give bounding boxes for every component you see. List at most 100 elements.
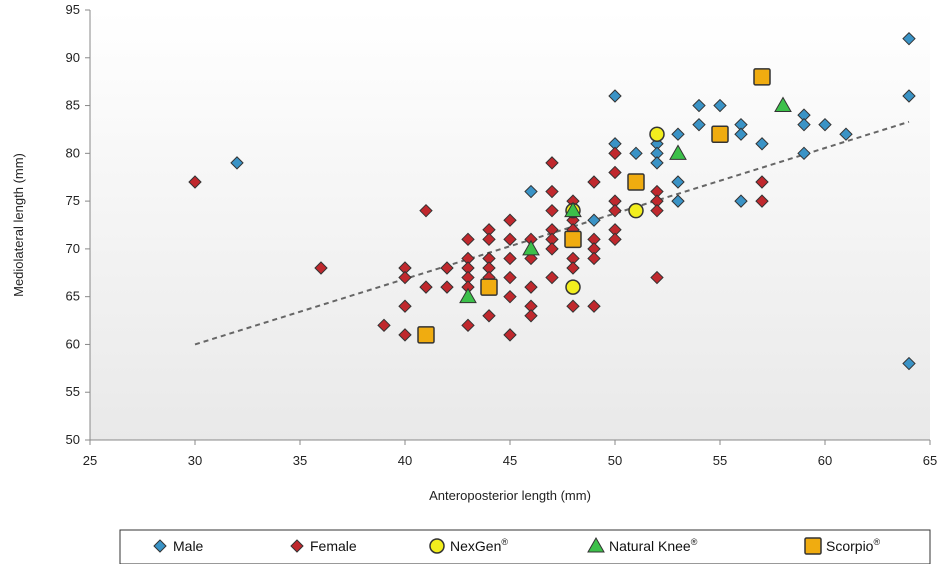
- y-tick-label: 55: [66, 384, 80, 399]
- male-point: [692, 117, 706, 132]
- y-tick-label: 70: [66, 241, 80, 256]
- y-tick-label: 65: [66, 289, 80, 304]
- female-point: [524, 280, 538, 294]
- legend: Male Female NexGen® Natural Knee® Scorpio®: [153, 536, 880, 555]
- natural-knee-point: [459, 287, 477, 304]
- legend-item-female: Female: [290, 538, 357, 554]
- y-tick-label: 95: [66, 2, 80, 17]
- male-point: [230, 156, 244, 170]
- female-point: [377, 318, 391, 333]
- legend-label-female: Female: [310, 538, 357, 554]
- legend-marker-scorpio: [804, 537, 822, 555]
- female-point: [398, 299, 412, 313]
- female-point: [608, 165, 622, 180]
- male-point: [797, 117, 811, 132]
- female-point: [503, 289, 517, 304]
- female-point: [503, 270, 517, 285]
- x-tick-label: 40: [398, 453, 412, 468]
- male-point: [755, 137, 769, 151]
- male-point: [692, 98, 706, 113]
- female-point: [461, 232, 475, 247]
- male-point: [608, 89, 622, 103]
- male-point: [587, 213, 601, 227]
- female-point: [524, 309, 538, 323]
- y-tick-label: 80: [66, 145, 80, 160]
- nexgen-point: [649, 126, 665, 142]
- female-point: [608, 203, 622, 218]
- female-point: [566, 261, 580, 275]
- y-tick-label: 60: [66, 336, 80, 351]
- nexgen-point: [628, 202, 644, 219]
- female-point: [503, 328, 517, 342]
- y-tick-label: 75: [66, 193, 80, 208]
- female-point: [545, 242, 559, 256]
- legend-marker-male: [153, 539, 167, 553]
- scorpio-point: [564, 230, 582, 249]
- male-point: [524, 184, 538, 199]
- x-tick-label: 50: [608, 453, 622, 468]
- legend-marker-natural-knee: [587, 536, 605, 553]
- female-point: [398, 328, 412, 342]
- natural-knee-point: [522, 239, 540, 256]
- female-point: [650, 203, 664, 218]
- male-point: [650, 156, 664, 170]
- male-point: [797, 146, 811, 161]
- legend-item-male: Male: [153, 538, 204, 554]
- natural-knee-point: [669, 144, 687, 160]
- nexgen-point: [565, 279, 581, 295]
- legend-marker-nexgen: [429, 538, 445, 554]
- female-point: [419, 203, 433, 218]
- scorpio-point: [417, 326, 435, 344]
- scorpio-point: [627, 173, 645, 191]
- x-tick-label: 35: [293, 453, 307, 468]
- legend-marker-female: [290, 539, 304, 553]
- male-point: [671, 127, 685, 141]
- male-point: [902, 31, 916, 46]
- scorpio-point: [753, 68, 771, 86]
- female-point: [440, 280, 454, 294]
- female-point: [545, 184, 559, 199]
- male-point: [713, 98, 727, 113]
- legend-label-male: Male: [173, 538, 204, 554]
- x-tick-label: 55: [713, 453, 727, 468]
- female-point: [503, 251, 517, 266]
- y-tick-label: 90: [66, 50, 80, 65]
- legend-item-natural-knee: Natural Knee®: [587, 536, 698, 554]
- x-tick-label: 60: [818, 453, 832, 468]
- legend-item-scorpio: Scorpio®: [804, 537, 880, 555]
- female-point: [503, 232, 517, 247]
- female-point: [755, 194, 769, 208]
- female-point: [524, 251, 538, 266]
- scorpio-point: [711, 125, 729, 143]
- legend-label-natural-knee: Natural Knee®: [609, 537, 698, 554]
- female-point: [503, 213, 517, 227]
- legend-label-scorpio: Scorpio®: [826, 537, 880, 554]
- natural-knee-point: [774, 96, 792, 113]
- female-point: [188, 175, 202, 189]
- female-point: [587, 175, 601, 189]
- female-point: [419, 280, 433, 294]
- female-point: [755, 175, 769, 189]
- female-point: [545, 203, 559, 218]
- x-tick-label: 30: [188, 453, 202, 468]
- legend-box: [119, 529, 931, 564]
- male-point: [902, 356, 916, 371]
- scorpio-point: [480, 278, 498, 296]
- y-tick-label: 85: [66, 98, 80, 113]
- x-tick-label: 65: [923, 453, 937, 468]
- female-point: [482, 232, 496, 247]
- female-point: [440, 261, 454, 275]
- male-point: [818, 117, 832, 132]
- y-axis-title: Mediolateral length (mm): [11, 153, 26, 297]
- male-point: [671, 194, 685, 208]
- x-axis-title: Anteroposterior length (mm): [429, 488, 591, 503]
- legend-label-nexgen: NexGen®: [450, 537, 508, 554]
- female-point: [587, 251, 601, 266]
- legend-item-nexgen: NexGen®: [429, 537, 508, 554]
- female-point: [482, 309, 496, 323]
- male-point: [902, 89, 916, 103]
- male-point: [629, 146, 643, 161]
- male-point: [734, 194, 748, 208]
- y-tick-label: 50: [66, 432, 80, 447]
